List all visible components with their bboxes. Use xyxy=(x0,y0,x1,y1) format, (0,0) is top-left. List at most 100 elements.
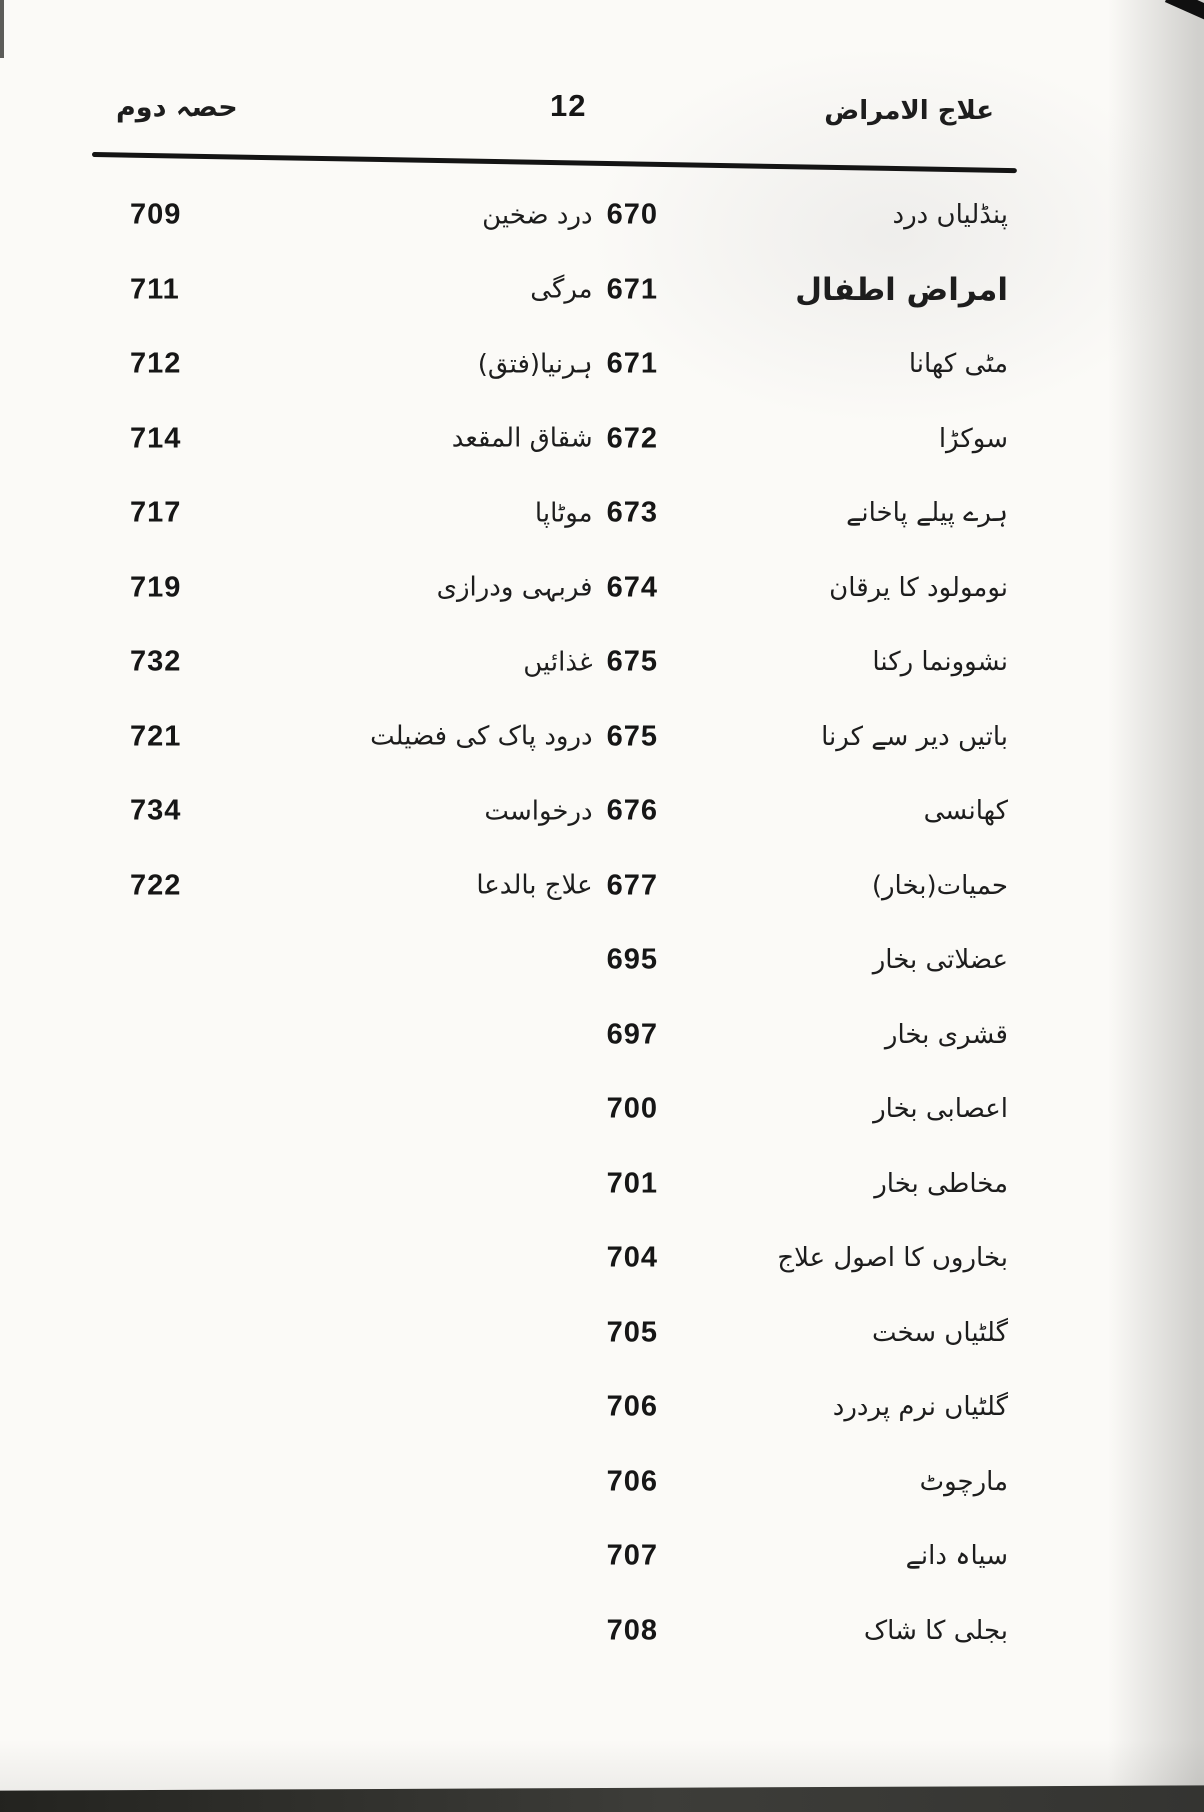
toc-entry-title: عضلاتی بخار xyxy=(872,945,1008,975)
scan-edge-mark xyxy=(0,0,4,58)
toc-row: 717 673 موٹاپا ہرے پیلے پاخانے xyxy=(0,475,1204,551)
toc-entry-page: 671 xyxy=(606,347,658,380)
toc-entry-title-col2: ہرنیا(فتق) xyxy=(477,349,593,379)
toc-entry-title-col2: مرگی xyxy=(530,274,593,305)
header-rule xyxy=(91,152,1017,174)
toc-entry-page: 705 xyxy=(606,1316,658,1348)
toc-row: 722 677 علاج بالدعا حمیات(بخار) xyxy=(0,848,1204,924)
toc-row: 697 قشری بخار xyxy=(0,997,1204,1073)
toc-entry-mid: 706 xyxy=(607,1391,658,1424)
toc-entry-title: قشری بخار xyxy=(884,1019,1008,1050)
toc-row: 719 674 فربہی ودرازی نومولود کا یرقان xyxy=(0,550,1204,626)
toc-entry-mid: 677 علاج بالدعا xyxy=(476,869,658,902)
toc-entry-title: باتیں دیر سے کرنا xyxy=(821,721,1008,752)
toc-entry-title: امراض اطفال xyxy=(795,271,1008,308)
toc-row: 709 670 درد ضخین پنڈلیاں درد xyxy=(0,177,1204,253)
toc-entry-mid: 675 درود پاک کی فضیلت xyxy=(370,720,658,753)
toc-entry-page: 707 xyxy=(606,1539,658,1572)
toc-entry-title: پنڈلیاں درد xyxy=(892,200,1009,230)
toc-entry-page: 704 xyxy=(606,1241,658,1274)
toc-entry-title: کھانسی xyxy=(923,796,1008,826)
toc-entry-mid: 675 غذائیں xyxy=(523,646,658,679)
toc-entry-mid: 676 درخواست xyxy=(484,795,658,828)
toc-entry-title: اعصابی بخار xyxy=(873,1094,1008,1124)
toc-entry-page-col2: 717 xyxy=(130,496,182,529)
toc-row: 700 اعصابی بخار xyxy=(0,1071,1204,1147)
toc-entry-mid: 671 ہرنیا(فتق) xyxy=(478,348,658,381)
toc-entry-title-col2: درود پاک کی فضیلت xyxy=(370,721,593,752)
toc-entry-page-col2: 711 xyxy=(130,273,180,305)
toc-row: 705 گلٹیاں سخت xyxy=(0,1295,1204,1371)
toc-entry-page-col2: 734 xyxy=(130,794,182,827)
toc-entry-title-col2: درد ضخین xyxy=(482,200,593,230)
toc-entry-mid: 701 xyxy=(607,1167,658,1200)
toc-entry-title: ہرے پیلے پاخانے xyxy=(846,498,1008,528)
toc-entry-title: گلٹیاں نرم پردرد xyxy=(832,1392,1008,1422)
toc-entry-title: مارچوٹ xyxy=(919,1466,1008,1497)
toc-row: 706 گلٹیاں نرم پردرد xyxy=(0,1369,1204,1445)
toc-row: 706 مارچوٹ xyxy=(0,1444,1204,1520)
toc-row: 714 672 شقاق المقعد سوکڑا xyxy=(0,401,1204,477)
toc-entry-mid: 697 xyxy=(607,1018,658,1051)
toc-entry-mid: 671 مرگی xyxy=(530,273,658,306)
toc-row: 711 671 مرگی امراض اطفال xyxy=(0,252,1204,328)
toc-entry-mid: 708 xyxy=(607,1614,658,1647)
toc-entry-page: 701 xyxy=(606,1167,658,1199)
toc-entry-mid: 674 فربہی ودرازی xyxy=(437,571,658,604)
toc-row: 701 مخاطی بخار xyxy=(0,1146,1204,1222)
toc-entry-page: 706 xyxy=(606,1390,658,1423)
toc-entry-title-col2: غذائیں xyxy=(523,647,593,677)
toc-entry-title: نومولود کا یرقان xyxy=(829,572,1008,603)
toc-row: 732 675 غذائیں نشوونما رکنا xyxy=(0,624,1204,700)
toc-entry-title: سوکڑا xyxy=(938,423,1008,454)
toc-entry-mid: 670 درد ضخین xyxy=(482,199,658,232)
toc-entry-page-col2: 721 xyxy=(130,720,182,752)
toc-entry-page-col2: 722 xyxy=(130,869,182,901)
toc-entry-page: 677 xyxy=(606,869,658,901)
page-number-header: 12 xyxy=(550,88,587,123)
header-part-label: حصہ دوم xyxy=(116,92,238,123)
header-book-title: علاج الامراض xyxy=(824,96,994,126)
toc-entry-mid: 704 xyxy=(607,1242,658,1275)
toc-row: 704 بخاروں کا اصول علاج xyxy=(0,1220,1204,1296)
toc-entry-page: 675 xyxy=(606,720,658,752)
toc-entry-title-col2: موٹاپا xyxy=(534,498,593,528)
toc-entry-page: 700 xyxy=(606,1092,658,1125)
toc-entry-title-col2: شقاق المقعد xyxy=(451,423,593,454)
toc-entry-page-col2: 732 xyxy=(130,645,182,678)
toc-entry-title: سیاہ دانے xyxy=(905,1541,1008,1571)
toc-entry-mid: 673 موٹاپا xyxy=(535,497,658,530)
toc-entry-mid: 672 شقاق المقعد xyxy=(452,422,658,455)
toc-entry-page-col2: 719 xyxy=(130,571,182,603)
toc-row: 721 675 درود پاک کی فضیلت باتیں دیر سے کرنا xyxy=(0,699,1204,775)
toc-entry-page: 671 xyxy=(606,273,658,305)
toc-entry-page: 672 xyxy=(606,422,658,454)
toc-entry-title-col2: درخواست xyxy=(484,796,593,826)
toc-entry-page: 708 xyxy=(606,1614,658,1646)
toc-entry-title: مٹی کھانا xyxy=(908,349,1008,379)
toc-entry-title-col2: علاج بالدعا xyxy=(476,870,593,901)
toc-entry-page: 670 xyxy=(606,198,658,231)
toc-entry-mid: 706 xyxy=(607,1465,658,1498)
toc-entry-page: 675 xyxy=(606,645,658,678)
toc-row: 708 بجلی کا شاک xyxy=(0,1593,1204,1669)
toc-row: 695 عضلاتی بخار xyxy=(0,922,1204,998)
toc-entry-page: 697 xyxy=(606,1018,658,1050)
toc-entry-title: حمیات(بخار) xyxy=(871,870,1008,901)
toc-entry-title: بجلی کا شاک xyxy=(863,1615,1008,1646)
toc-entry-page-col2: 709 xyxy=(130,198,182,231)
toc-entry-title: گلٹیاں سخت xyxy=(871,1317,1008,1348)
toc-entry-title: بخاروں کا اصول علاج xyxy=(777,1243,1008,1273)
toc-row: 707 سیاہ دانے xyxy=(0,1518,1204,1594)
toc-entry-page-col2: 714 xyxy=(130,422,182,454)
toc-entry-title: مخاطی بخار xyxy=(874,1168,1008,1199)
toc-entry-page: 706 xyxy=(606,1465,658,1497)
toc-entry-mid: 700 xyxy=(607,1093,658,1126)
toc-row: 712 671 ہرنیا(فتق) مٹی کھانا xyxy=(0,326,1204,402)
toc-entry-mid: 705 xyxy=(607,1316,658,1349)
toc-entry-title-col2: فربہی ودرازی xyxy=(436,572,593,603)
toc-entry-page: 673 xyxy=(606,496,658,529)
toc-entry-mid: 707 xyxy=(607,1540,658,1573)
scan-bottom-edge xyxy=(0,1785,1204,1812)
